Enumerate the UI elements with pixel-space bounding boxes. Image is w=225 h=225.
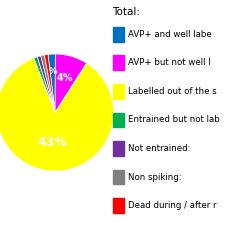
Text: AVP+ and well labe: AVP+ and well labe: [128, 30, 212, 39]
Wedge shape: [37, 56, 55, 112]
Wedge shape: [41, 55, 55, 112]
Bar: [112, 170, 124, 184]
Bar: [112, 112, 124, 127]
Text: Non spiking:: Non spiking:: [128, 173, 182, 182]
Wedge shape: [55, 54, 87, 112]
Bar: [112, 198, 124, 213]
Wedge shape: [34, 57, 55, 112]
Text: Labelled out of the s: Labelled out of the s: [128, 87, 217, 96]
Wedge shape: [0, 58, 114, 171]
Bar: [112, 27, 124, 42]
Text: %: %: [49, 67, 57, 76]
Text: Entrained but not lab: Entrained but not lab: [128, 115, 220, 124]
Wedge shape: [44, 54, 55, 112]
Text: 4%: 4%: [57, 73, 74, 83]
Text: Total:: Total:: [112, 7, 140, 17]
Text: AVP+ but not well l: AVP+ but not well l: [128, 58, 211, 67]
Bar: [112, 84, 124, 99]
Wedge shape: [48, 54, 55, 112]
Text: Not entrained:: Not entrained:: [128, 144, 191, 153]
Bar: [112, 55, 124, 70]
Bar: [112, 141, 124, 156]
Text: 43%: 43%: [37, 136, 67, 149]
Text: Dead during / after r: Dead during / after r: [128, 201, 217, 210]
